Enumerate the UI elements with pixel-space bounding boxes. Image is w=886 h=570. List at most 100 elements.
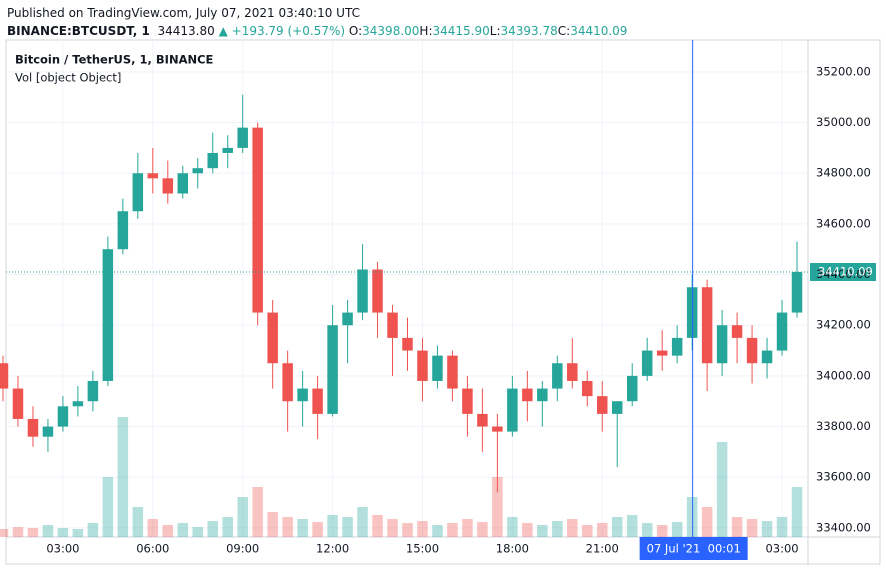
volume-bar <box>102 477 114 537</box>
volume-bar <box>12 527 24 537</box>
candle-body <box>327 325 338 414</box>
volume-bar <box>177 523 189 537</box>
candle-body <box>626 375 638 402</box>
volume-bar <box>671 522 683 537</box>
volume-bar <box>656 525 668 537</box>
candle-body <box>522 388 533 402</box>
candle-body <box>57 406 69 427</box>
volume-bar <box>522 523 533 537</box>
candle-body <box>237 127 248 148</box>
x-tick-label: 21:00 <box>586 542 619 556</box>
candle-body <box>402 337 413 351</box>
ohlc-value: 34410.09 <box>570 24 628 38</box>
volume-bar <box>791 487 803 537</box>
published: Published on TradingView.com, July 07, 2… <box>7 6 360 20</box>
volume-bar <box>372 515 383 537</box>
y-tick-label: 34400.00 <box>816 267 871 281</box>
candle-body <box>656 350 668 356</box>
volume-bar <box>537 525 548 537</box>
volume-bar <box>42 525 54 537</box>
candle-body <box>72 401 84 407</box>
candle-body <box>147 173 159 179</box>
candle-body <box>0 363 9 389</box>
candle-body <box>12 388 24 419</box>
candle-body <box>357 269 368 313</box>
volume-bar <box>597 523 608 537</box>
volume-bar <box>87 523 99 537</box>
arrow: ▲ <box>218 24 228 38</box>
volume <box>0 417 803 537</box>
x-tick-label: 09:00 <box>226 542 259 556</box>
y-tick-label: 34800.00 <box>816 166 871 180</box>
ohlc-label: C: <box>557 24 571 38</box>
volume-bar <box>267 512 278 537</box>
volume-bar <box>701 507 713 537</box>
y-tick-label: 34000.00 <box>816 368 871 382</box>
candle-body <box>102 249 114 381</box>
candle-body <box>282 363 293 402</box>
volume-bar <box>207 521 218 537</box>
candle-body <box>297 388 308 402</box>
volume-bar <box>132 507 144 537</box>
volume-bar <box>567 519 578 537</box>
candle-body <box>192 168 203 174</box>
candle-body <box>671 337 683 356</box>
candle-body <box>567 363 578 381</box>
volume-bar <box>492 477 503 537</box>
volume-bar <box>417 521 428 537</box>
ohlc-value: 34415.90 <box>432 24 490 38</box>
volume-bar <box>27 528 39 537</box>
candle-body <box>462 388 473 414</box>
volume-legend: Vol [object Object] <box>15 71 121 85</box>
volume-bar <box>387 519 398 537</box>
volume-bar <box>507 517 518 537</box>
y-tick-label: 33600.00 <box>816 470 871 484</box>
ohlc-label: O: <box>348 24 363 38</box>
volume-bar <box>746 519 758 537</box>
volume-bar <box>162 525 174 537</box>
volume-bar <box>342 517 353 537</box>
x-tick-label: 03:00 <box>765 542 798 556</box>
ohlc: O:34398.00H:34415.90L:34393.78C:34410.09 <box>349 24 628 38</box>
volume-bar <box>237 497 248 537</box>
candle-body <box>552 363 563 389</box>
candle-body <box>447 355 458 389</box>
volume-bar <box>432 525 443 537</box>
candle-body <box>207 152 218 169</box>
volume-bar <box>641 523 653 537</box>
candle-body <box>731 325 743 338</box>
x-tick-label: 18:00 <box>496 542 529 556</box>
x-tick-label: 03:00 <box>46 542 79 556</box>
volume-bar <box>402 523 413 537</box>
candle-body <box>162 178 174 194</box>
ohlc-value: 34393.78 <box>500 24 558 38</box>
volume-bar <box>626 515 638 537</box>
volume-bar <box>297 519 308 537</box>
candle-body <box>87 380 99 402</box>
candle-body <box>312 388 323 414</box>
candle-body <box>492 426 503 432</box>
symbol-line: BINANCE:BTCUSDT, 1 34413.80 ▲ +193.79 (+… <box>7 22 627 40</box>
y-tick-label: 35200.00 <box>816 64 871 78</box>
volume-bar <box>0 529 9 537</box>
candle-body <box>42 426 54 437</box>
y-tick-label: 34200.00 <box>816 318 871 332</box>
volume-bar <box>357 507 368 537</box>
candle-body <box>477 413 488 427</box>
candle-body <box>222 147 233 153</box>
y-tick-label: 33800.00 <box>816 419 871 433</box>
volume-bar <box>761 521 773 537</box>
candle-body <box>417 350 428 381</box>
volume-bar <box>147 519 159 537</box>
candle-body <box>582 380 593 397</box>
volume-bar <box>462 519 473 537</box>
volume-bar <box>282 517 293 537</box>
volume-bar <box>447 523 458 537</box>
candle-body <box>791 272 803 313</box>
volume-bar <box>582 525 593 537</box>
volume-bar <box>57 528 69 537</box>
candle-body <box>611 401 623 414</box>
volume-bar <box>117 417 129 537</box>
candle-body <box>537 388 548 402</box>
